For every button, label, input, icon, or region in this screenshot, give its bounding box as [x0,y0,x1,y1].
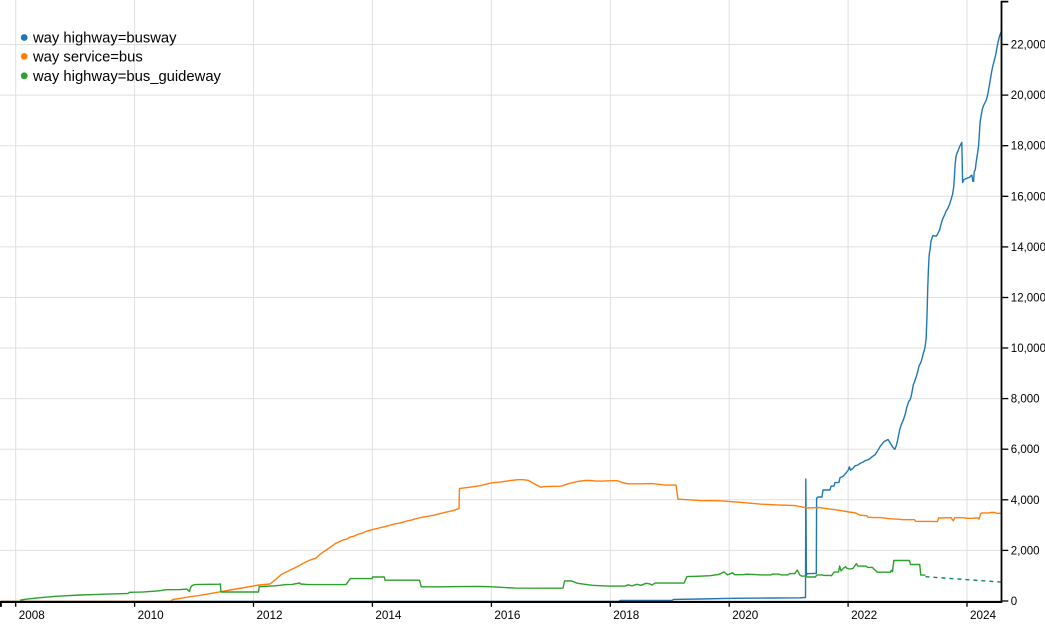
svg-text:14,000: 14,000 [1011,242,1045,254]
svg-text:6,000: 6,000 [1011,444,1040,456]
svg-text:12,000: 12,000 [1011,293,1045,305]
svg-text:16,000: 16,000 [1011,191,1045,203]
svg-text:way service=bus: way service=bus [32,49,143,65]
svg-text:20,000: 20,000 [1011,90,1045,102]
svg-text:2022: 2022 [851,609,877,621]
svg-text:2016: 2016 [494,609,520,621]
svg-text:22,000: 22,000 [1011,40,1045,52]
svg-text:2008: 2008 [19,609,45,621]
svg-text:18,000: 18,000 [1011,141,1045,153]
svg-text:2014: 2014 [375,609,402,621]
svg-text:2018: 2018 [613,609,639,621]
svg-text:4,000: 4,000 [1011,495,1040,507]
svg-text:2012: 2012 [256,609,282,621]
svg-text:8,000: 8,000 [1011,394,1040,406]
svg-text:0: 0 [1011,596,1017,608]
svg-text:way highway=busway: way highway=busway [32,31,177,47]
svg-text:way highway=bus_guideway: way highway=bus_guideway [32,69,222,85]
svg-text:2020: 2020 [732,609,759,621]
svg-text:10,000: 10,000 [1011,343,1045,355]
svg-text:2024: 2024 [970,609,997,621]
svg-text:2010: 2010 [138,609,165,621]
svg-text:2,000: 2,000 [1011,545,1040,557]
